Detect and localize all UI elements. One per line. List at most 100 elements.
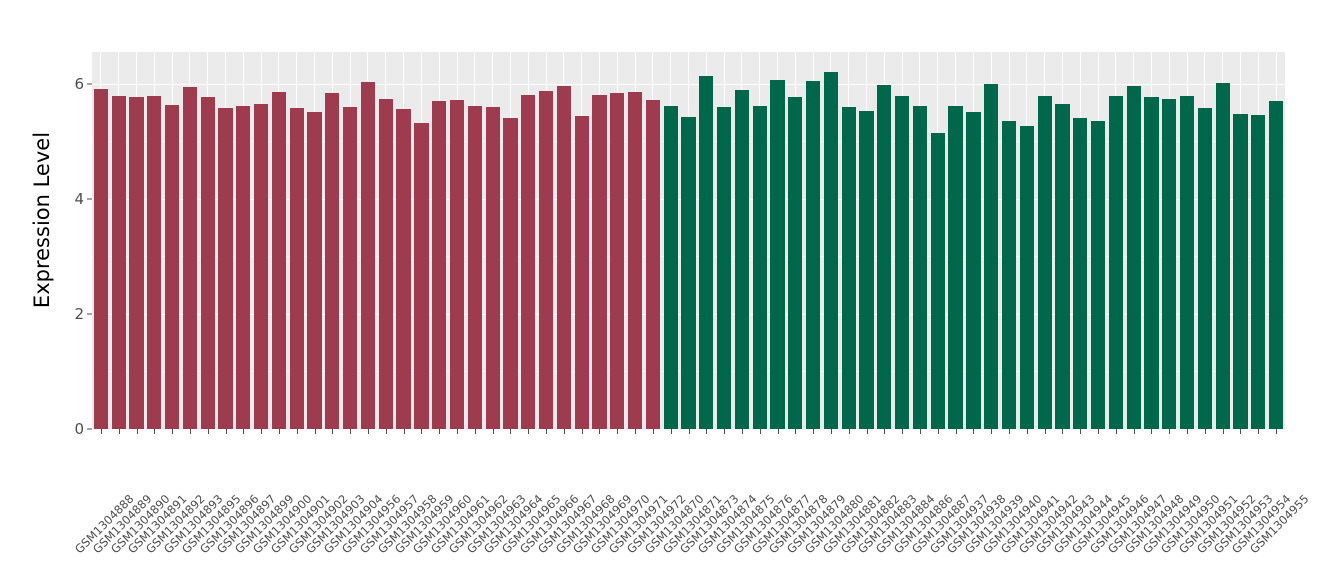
bar[interactable]	[1233, 113, 1248, 429]
x-axis-tick-mark	[154, 429, 156, 434]
x-axis-tick-mark	[937, 429, 939, 434]
bar[interactable]	[1126, 85, 1141, 429]
bar[interactable]	[556, 85, 571, 429]
y-axis-tick-label: 0	[74, 420, 84, 438]
bar[interactable]	[467, 105, 482, 429]
bar[interactable]	[1162, 98, 1177, 429]
x-axis-tick-mark	[1258, 429, 1260, 434]
x-axis-tick-mark	[635, 429, 637, 434]
bar[interactable]	[307, 112, 322, 429]
bar[interactable]	[699, 75, 714, 429]
bar[interactable]	[147, 96, 162, 429]
x-axis-tick-mark	[1026, 429, 1028, 434]
bar[interactable]	[432, 100, 447, 429]
bar[interactable]	[1251, 115, 1266, 429]
bar[interactable]	[182, 86, 198, 429]
x-axis-tick-mark	[421, 429, 423, 434]
bar[interactable]	[538, 90, 554, 429]
bar[interactable]	[788, 96, 803, 429]
x-axis-tick-mark	[919, 429, 921, 434]
bar[interactable]	[93, 89, 108, 429]
bar[interactable]	[1055, 103, 1070, 429]
bar[interactable]	[1144, 97, 1159, 429]
bar[interactable]	[645, 100, 660, 429]
bar[interactable]	[289, 108, 304, 429]
bar[interactable]	[449, 99, 465, 429]
bar[interactable]	[806, 81, 821, 429]
x-axis-tick-mark	[1080, 429, 1082, 434]
bar[interactable]	[236, 106, 251, 429]
x-axis-tick-mark	[261, 429, 263, 434]
x-axis-tick-mark	[706, 429, 708, 434]
bar[interactable]	[574, 115, 589, 429]
bar[interactable]	[325, 93, 340, 429]
x-axis-tick-mark	[189, 429, 191, 434]
y-axis-tick-mark	[87, 428, 92, 430]
bar[interactable]	[877, 84, 892, 429]
x-axis-tick-mark	[652, 429, 654, 434]
x-axis-tick-mark	[866, 429, 868, 434]
y-axis-tick-mark	[87, 83, 92, 85]
bar[interactable]	[129, 96, 144, 429]
bar[interactable]	[1037, 96, 1052, 429]
bar[interactable]	[663, 105, 678, 429]
bar[interactable]	[823, 72, 839, 429]
bar[interactable]	[343, 106, 358, 429]
x-axis-tick-mark	[510, 429, 512, 434]
bar[interactable]	[521, 94, 536, 429]
bar[interactable]	[396, 108, 411, 429]
bar[interactable]	[1268, 100, 1284, 429]
y-axis-tick-label: 6	[74, 74, 84, 93]
x-axis-tick-mark	[670, 429, 672, 434]
bar[interactable]	[627, 92, 643, 429]
bar[interactable]	[770, 79, 785, 429]
bar[interactable]	[752, 105, 767, 429]
bar[interactable]	[165, 104, 180, 429]
bar[interactable]	[200, 97, 215, 429]
bar[interactable]	[254, 104, 269, 429]
bar[interactable]	[485, 106, 500, 429]
bar[interactable]	[1001, 120, 1017, 429]
bar[interactable]	[966, 112, 981, 429]
bar[interactable]	[716, 106, 732, 429]
bar[interactable]	[984, 83, 999, 429]
x-axis-tick-mark	[100, 429, 102, 434]
bar[interactable]	[414, 123, 429, 429]
bar[interactable]	[1197, 108, 1212, 429]
bar[interactable]	[895, 96, 910, 429]
y-axis-tick-mark	[87, 313, 92, 315]
plot-panel	[92, 52, 1285, 429]
bar[interactable]	[948, 105, 963, 429]
x-axis-tick-mark	[332, 429, 334, 434]
bar[interactable]	[503, 117, 518, 429]
x-axis-tick-mark	[296, 429, 298, 434]
bar[interactable]	[111, 95, 126, 429]
bar[interactable]	[1019, 126, 1034, 429]
bar[interactable]	[912, 105, 928, 429]
x-axis-tick-mark	[795, 429, 797, 434]
bar[interactable]	[681, 117, 696, 429]
bar[interactable]	[734, 90, 750, 429]
x-axis-tick-mark	[1222, 429, 1224, 434]
x-axis-tick-mark	[546, 429, 548, 434]
bar[interactable]	[378, 99, 393, 429]
bar[interactable]	[1179, 95, 1195, 429]
bar[interactable]	[1215, 82, 1230, 429]
bar[interactable]	[271, 92, 287, 429]
x-axis-tick-mark	[1151, 429, 1153, 434]
x-axis-tick-mark	[830, 429, 832, 434]
bar[interactable]	[859, 110, 874, 429]
x-axis-tick-mark	[973, 429, 975, 434]
bar[interactable]	[1090, 121, 1106, 429]
bar[interactable]	[610, 92, 625, 429]
bar[interactable]	[930, 132, 945, 429]
x-axis-tick-mark	[581, 429, 583, 434]
bar[interactable]	[218, 107, 233, 429]
bar[interactable]	[360, 81, 376, 429]
y-axis-tick-label: 2	[74, 304, 84, 323]
bar[interactable]	[1108, 95, 1123, 429]
bar[interactable]	[841, 107, 856, 429]
bar[interactable]	[592, 94, 607, 429]
bar[interactable]	[1073, 117, 1088, 429]
x-axis-tick-mark	[1240, 429, 1242, 434]
